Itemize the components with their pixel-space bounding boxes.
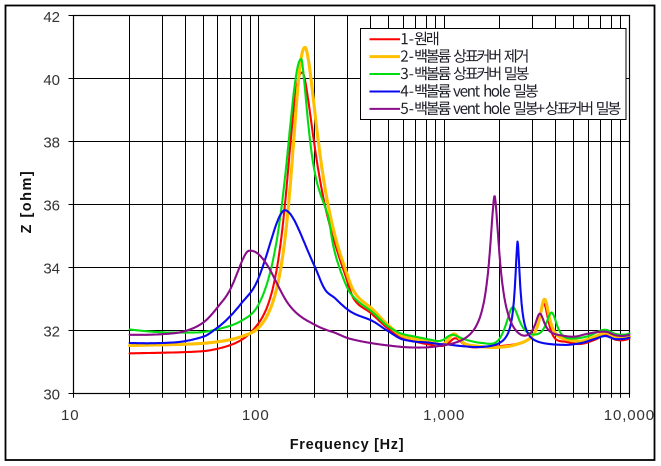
svg-text:36: 36 [43,198,60,215]
svg-text:34: 34 [43,261,60,278]
svg-text:1,000: 1,000 [423,407,465,424]
svg-text:100: 100 [242,407,270,424]
svg-text:10: 10 [61,407,80,424]
svg-text:Z [ohm]: Z [ohm] [19,170,35,234]
svg-text:10,000: 10,000 [604,407,655,424]
svg-text:38: 38 [43,135,60,152]
svg-text:42: 42 [43,9,60,26]
svg-text:Frequency [Hz]: Frequency [Hz] [290,437,405,453]
svg-text:30: 30 [43,386,60,403]
svg-text:40: 40 [43,72,60,89]
svg-text:32: 32 [43,323,60,340]
